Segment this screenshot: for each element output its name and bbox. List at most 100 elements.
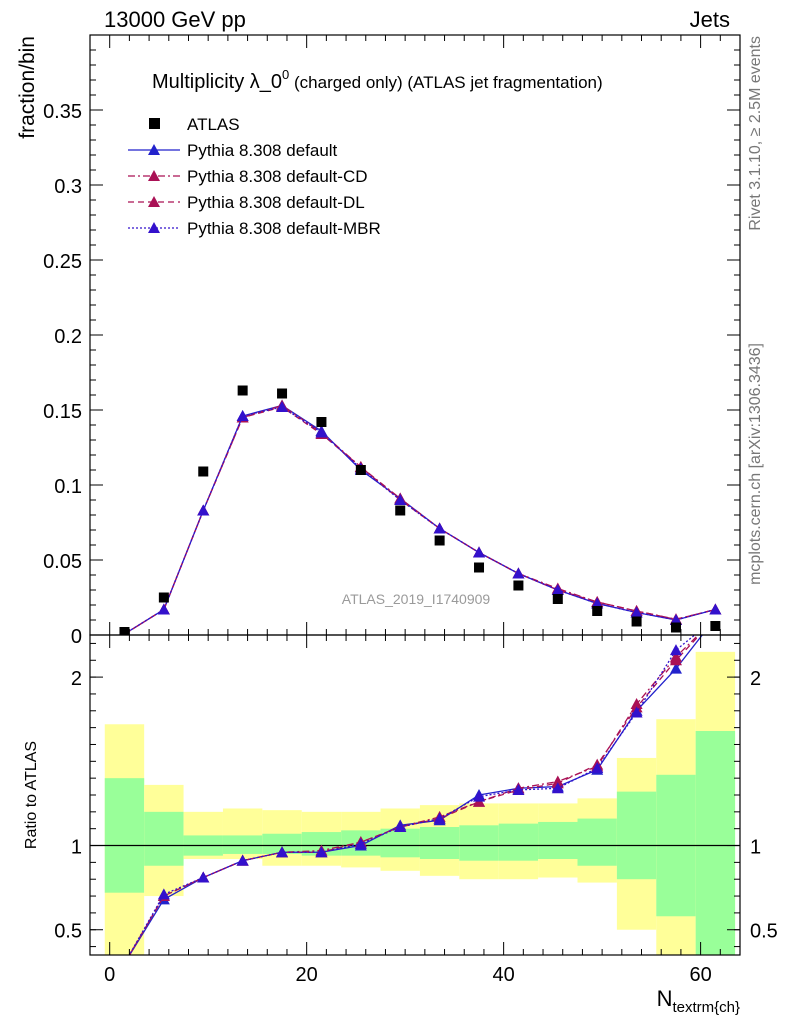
main-series-marker (473, 546, 486, 558)
x-axis-label: Ntextrm{ch} (657, 986, 740, 1016)
ratio-series-marker (669, 654, 682, 666)
legend-label: Pythia 8.308 default-MBR (187, 219, 381, 238)
x-axis-label-sub: textrm{ch} (672, 999, 740, 1016)
data-point-marker (434, 535, 445, 546)
x-tick-label: 20 (296, 964, 318, 986)
band-inner-bin (695, 731, 736, 955)
band-inner-bin (262, 833, 302, 854)
main-series-marker (551, 584, 564, 595)
x-axis-label-main: N (657, 986, 673, 1011)
data-point-marker (631, 616, 642, 627)
data-point-marker (119, 627, 130, 635)
ratio-series-group (128, 635, 704, 955)
main-series-line-2 (124, 404, 716, 635)
ratio-series-marker (236, 854, 249, 866)
data-point-marker (395, 505, 406, 516)
x-tick-label: 0 (104, 964, 115, 986)
main-series-marker (236, 410, 249, 421)
y-tick-label-top: 0 (71, 626, 82, 648)
main-series-marker (157, 603, 170, 615)
y-tick-label-bottom: 0.5 (54, 921, 82, 943)
ratio-series-marker (276, 846, 289, 858)
main-series-marker (709, 603, 722, 615)
data-point-marker (670, 622, 681, 633)
band-inner-bin (222, 835, 263, 854)
ratio-series-marker (394, 821, 407, 832)
chart-title-main: Multiplicity λ_0 (152, 71, 282, 93)
main-series-marker (394, 494, 407, 505)
y-tick-label-bottom-right: 2 (750, 668, 761, 690)
ratio-series-marker (669, 644, 682, 656)
side-text-top: Rivet 3.1.10, ≥ 2.5M events (747, 36, 764, 231)
legend-marker-square (149, 118, 160, 129)
band-inner-bin (144, 811, 184, 866)
main-series-line-4 (124, 406, 716, 635)
band-inner-bin (104, 778, 145, 893)
y-tick-label-top: 0.1 (54, 476, 82, 498)
watermark: ATLAS_2019_I1740909 (342, 591, 491, 607)
ratio-series-marker (354, 837, 367, 849)
data-point-marker (237, 385, 248, 396)
main-series-marker (433, 522, 446, 534)
header-left: 13000 GeV pp (104, 7, 246, 32)
band-inner-bin (577, 818, 617, 866)
y-tick-label-bottom: 2 (71, 668, 82, 690)
main-series-marker (276, 401, 289, 412)
data-point-marker (316, 417, 327, 427)
ratio-series-marker (512, 783, 525, 795)
x-tick-label: 40 (493, 964, 515, 986)
band-inner-bin (459, 825, 499, 861)
header-right: Jets (690, 7, 730, 32)
y-tick-label-top: 0.05 (43, 551, 82, 573)
band-inner-bin (616, 791, 657, 880)
band-inner-bin (498, 823, 539, 861)
legend-marker-triangle (148, 196, 160, 207)
data-point-marker (355, 465, 366, 475)
legend-marker-triangle (148, 222, 160, 233)
main-series-marker (315, 426, 328, 438)
legend-label: Pythia 8.308 default (187, 141, 338, 160)
ratio-series-marker (197, 871, 210, 883)
y-tick-label-bottom: 1 (71, 837, 82, 859)
legend-label: Pythia 8.308 default-DL (187, 193, 365, 212)
main-series-line-3 (124, 406, 716, 635)
legend-marker-triangle (148, 144, 160, 155)
main-series-marker (197, 504, 210, 516)
ratio-series-marker (591, 762, 604, 774)
main-series-marker (669, 614, 682, 625)
chart-title-rest: (charged only) (ATLAS jet fragmentation) (289, 73, 602, 92)
y-tick-label-top: 0.3 (54, 176, 82, 198)
data-point-marker (474, 562, 485, 573)
axis-ticks: 00.050.10.150.20.250.30.350.5 0.51 12 20 20 4… (43, 35, 778, 986)
ratio-series-line-2 (128, 635, 701, 955)
side-text-bottom: mcplots.cern.ch [arXiv:1306.3436] (747, 343, 764, 585)
y-tick-label-bottom-right: 0.5 (750, 921, 778, 943)
legend-label: ATLAS (187, 115, 240, 134)
chart-title: Multiplicity λ_00 (charged only) (ATLAS … (152, 67, 603, 93)
y-tick-label-top: 0.35 (43, 101, 82, 123)
ratio-series-marker (551, 782, 564, 794)
data-point-marker (552, 594, 563, 604)
band-inner-bin (538, 821, 578, 859)
ratio-series-marker (433, 812, 446, 824)
y-tick-label-bottom-right: 1 (750, 837, 761, 859)
band-inner-bin (419, 827, 460, 859)
data-point-marker (158, 592, 169, 603)
y-axis-label-top: fraction/bin (16, 36, 39, 139)
ratio-series-marker (157, 888, 170, 900)
legend: ATLAS Pythia 8.308 default Pythia 8.308 de… (128, 115, 381, 238)
ratio-series-marker (630, 706, 643, 718)
legend-label: Pythia 8.308 default-CD (187, 167, 368, 186)
main-series-marker (512, 567, 525, 579)
y-axis-label-bottom: Ratio to ATLAS (23, 741, 40, 849)
ratio-uncertainty-bands (90, 651, 740, 955)
data-point-marker (592, 606, 603, 616)
main-series-marker (591, 597, 604, 609)
data-point-marker (277, 388, 288, 399)
ratio-series-marker (669, 662, 682, 674)
ratio-series-marker (473, 790, 486, 802)
main-series-marker (630, 606, 643, 618)
ratio-series-marker (315, 846, 328, 858)
legend-marker-triangle (148, 170, 160, 181)
